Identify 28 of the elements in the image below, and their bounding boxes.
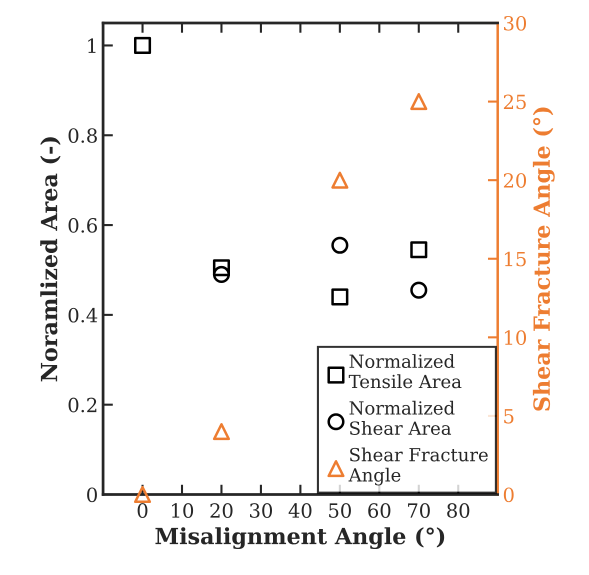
y2-tick-label: 0 [504,487,514,502]
y-tick-label: 0.4 [68,308,98,323]
y2-tick-label: 5 [504,409,514,424]
x-tick-label: 80 [447,503,470,518]
y-tick-label: 0 [87,487,97,502]
x-tick-label: 70 [408,503,430,518]
legend-label: Normalized Shear Area [350,400,455,435]
y2-tick-label: 25 [504,94,526,110]
y2-tick-label: 30 [504,16,526,31]
y2-tick-label: 15 [504,252,526,266]
x-tick-label: 10 [172,503,194,518]
y-tick-label: 0.8 [68,128,97,143]
y-tick-label: 0.2 [68,398,96,412]
y-tick-label: 0.6 [68,218,97,233]
legend-label: Normalized Tensile Area [348,354,462,388]
x-tick-label: 20 [210,503,233,518]
x-tick-label: 60 [368,503,390,518]
y2-tick-label: 20 [504,173,526,188]
y2-tick-label: 10 [504,330,526,345]
y2-axis-title: Shear Fracture Angle (°) [532,108,555,411]
legend-label: Shear Fracture Angle [348,448,488,486]
x-tick-label: 40 [288,503,312,518]
x-axis-title: Misalignment Angle (°) [155,527,444,550]
x-tick-label: 30 [250,503,272,518]
x-tick-label: 50 [329,503,351,518]
y-axis-title: Noramlized Area (-) [40,137,61,382]
x-tick-label: 0 [138,503,148,518]
y-tick-label: 1 [88,38,96,53]
